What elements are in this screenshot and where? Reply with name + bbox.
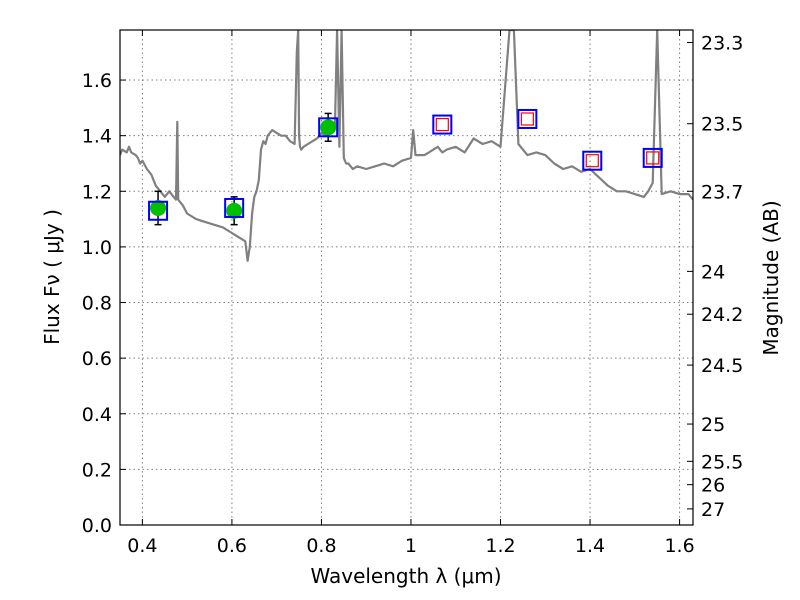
y2-tick-label: 27 [701, 499, 725, 521]
x-axis: 0.4 0.6 0.8 1 1.2 1.4 1.6 [127, 30, 695, 557]
y2-tick-label: 25 [701, 414, 725, 436]
x-tick-label: 0.6 [217, 535, 247, 557]
observed-point [226, 202, 243, 219]
upper-limit-point [520, 112, 534, 126]
x-tick-label: 1.2 [485, 535, 515, 557]
y-tick-label: 1.4 [82, 126, 112, 148]
y-tick-label: 0.2 [82, 459, 112, 481]
model-point [517, 108, 538, 129]
model-point [432, 114, 453, 135]
y-tick-label: 0.4 [82, 404, 112, 426]
y-axis-label: Flux Fν ( μJy ) [40, 209, 64, 345]
x-tick-label: 0.8 [306, 535, 336, 557]
y2-tick-label: 25.5 [701, 451, 743, 473]
model-point [318, 117, 339, 138]
y-tick-label: 0.8 [82, 293, 112, 315]
model-point [224, 197, 245, 218]
model-spectrum-series [120, 30, 693, 262]
y2-tick-label: 24.5 [701, 355, 743, 377]
upper-limit-point [435, 117, 449, 132]
upper-limit-point [646, 151, 660, 165]
y2-tick-label: 26 [701, 475, 725, 497]
x-tick-label: 0.4 [127, 535, 157, 557]
plot-frame [119, 29, 694, 526]
model-point [148, 200, 169, 221]
y-axis-left: 0.0 0.2 0.4 0.6 0.8 1.0 1.2 1.4 1.6 [82, 70, 126, 537]
y2-tick-label: 24.2 [701, 304, 743, 326]
model-point [582, 150, 603, 171]
y2-tick-label: 23.5 [701, 114, 743, 136]
y-tick-label: 1.0 [82, 237, 112, 259]
x-axis-label: Wavelength λ (μm) [310, 564, 501, 588]
y2-axis-label: Magnitude (AB) [759, 200, 783, 355]
x-tick-label: 1.4 [575, 535, 605, 557]
y-tick-label: 0.0 [82, 515, 112, 537]
grid [120, 30, 693, 525]
y-tick-label: 1.2 [82, 181, 112, 203]
observed-point [320, 119, 337, 136]
y2-tick-label: 23.3 [701, 33, 743, 55]
model-point [642, 147, 663, 168]
y2-tick-label: 23.7 [701, 181, 743, 203]
y-tick-label: 1.6 [82, 70, 112, 92]
upper-limit-point [585, 154, 599, 168]
x-tick-label: 1.6 [664, 535, 694, 557]
x-tick-label: 1 [405, 535, 417, 557]
y-tick-label: 0.6 [82, 348, 112, 370]
spectrum-line [120, 30, 693, 262]
observed-point [150, 199, 167, 216]
y2-tick-label: 24 [701, 261, 725, 283]
photometry-points [148, 108, 663, 226]
